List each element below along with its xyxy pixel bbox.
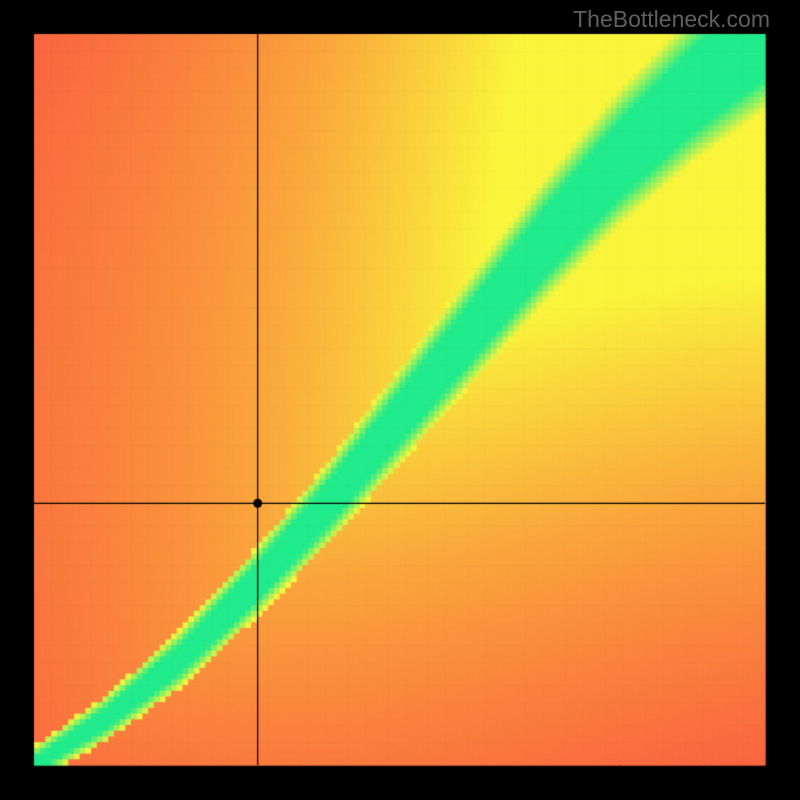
watermark-text: TheBottleneck.com <box>573 6 770 33</box>
chart-container: TheBottleneck.com <box>0 0 800 800</box>
heatmap-canvas <box>0 0 800 800</box>
